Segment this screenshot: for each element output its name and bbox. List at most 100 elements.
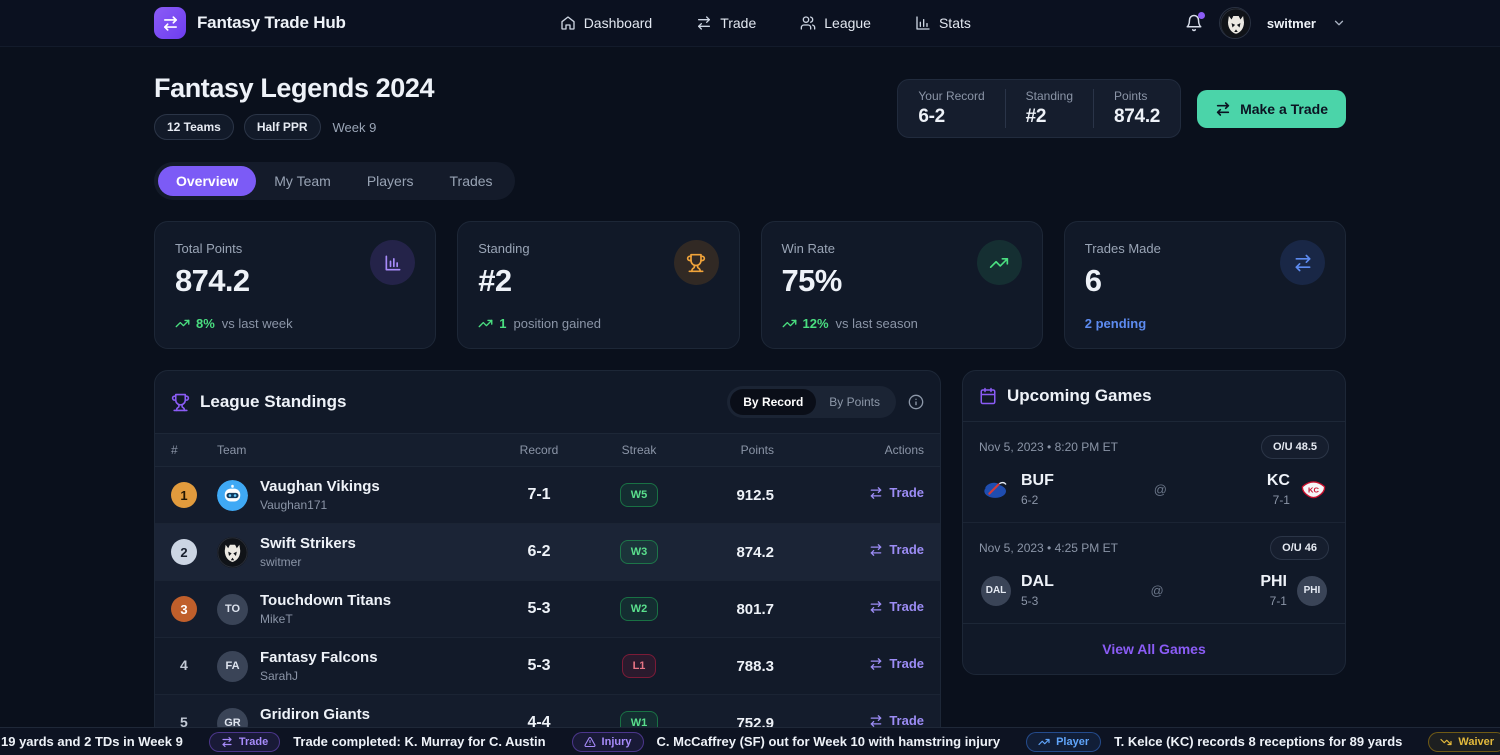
nav-item-dashboard[interactable]: Dashboard xyxy=(560,15,653,31)
trending-up-icon xyxy=(478,316,493,331)
game-buf-kc[interactable]: Nov 5, 2023 • 8:20 PM ET O/U 48.5 BUF 6-… xyxy=(963,422,1345,522)
nav-label: League xyxy=(824,15,871,31)
trend-value: 12% xyxy=(802,316,829,331)
pending-note[interactable]: 2 pending xyxy=(1084,316,1147,331)
trend-value: 8% xyxy=(196,316,215,331)
teams-badge: 12 Teams xyxy=(154,114,234,140)
info-icon[interactable] xyxy=(908,394,924,410)
home-team-record: 7-1 xyxy=(1272,493,1290,507)
trade-row-button[interactable]: Trade xyxy=(869,485,924,500)
home-team-abbr: PHI xyxy=(1260,573,1287,590)
upcoming-games-panel: Upcoming Games Nov 5, 2023 • 8:20 PM ET … xyxy=(962,370,1346,675)
trade-row-button[interactable]: Trade xyxy=(869,713,924,728)
tab-my-team[interactable]: My Team xyxy=(274,173,331,189)
ticker-item-injury: Injury C. McCaffrey (SF) out for Week 10… xyxy=(571,731,1000,752)
record-value: 6-2 xyxy=(527,543,551,560)
nav-label: Trade xyxy=(720,15,757,31)
record-value: 7-1 xyxy=(527,486,551,503)
ticker-badge-label: Injury xyxy=(601,735,632,748)
warning-triangle-icon xyxy=(584,736,596,748)
tab-players[interactable]: Players xyxy=(366,173,414,189)
chevron-down-icon[interactable] xyxy=(1332,16,1346,30)
swap-icon xyxy=(869,714,883,728)
col-actions: Actions xyxy=(884,443,924,457)
stat-card-total-points: Total Points 874.2 8% vs last week xyxy=(154,221,437,349)
trending-up-icon xyxy=(1038,736,1050,748)
notifications-bell-icon[interactable] xyxy=(1185,12,1205,32)
stat-label: Win Rate xyxy=(781,241,835,256)
tab-overview[interactable]: Overview xyxy=(158,166,257,196)
summary-value: #2 xyxy=(1025,106,1047,127)
view-tabs: Overview My Team Players Trades xyxy=(154,162,515,200)
summary-value: 6-2 xyxy=(918,106,945,127)
table-row-fantasy-falcons[interactable]: 4 FA Fantasy Falcons SarahJ 5-3 L1 788.3… xyxy=(155,638,940,695)
trending-up-icon xyxy=(175,316,190,331)
rank-number: 4 xyxy=(180,657,188,673)
toggle-by-record[interactable]: By Record xyxy=(730,389,817,415)
ticker-badge-label: Trade xyxy=(238,735,269,748)
away-team-abbr: BUF xyxy=(1021,472,1054,489)
trade-row-button[interactable]: Trade xyxy=(869,542,924,557)
summary-label: Standing xyxy=(1025,89,1074,103)
nav-label: Dashboard xyxy=(583,15,653,31)
over-under-badge: O/U 46 xyxy=(1270,536,1329,560)
points-value: 874.2 xyxy=(736,543,774,561)
away-team-abbr: DAL xyxy=(1021,573,1054,590)
news-ticker: 19 yards and 2 TDs in Week 9 Trade Trade… xyxy=(0,727,1500,755)
toggle-by-points[interactable]: By Points xyxy=(829,395,880,409)
trade-row-button[interactable]: Trade xyxy=(869,656,924,671)
game-dal-phi[interactable]: Nov 5, 2023 • 4:25 PM ET O/U 46 DAL DAL … xyxy=(963,522,1345,623)
stat-label: Trades Made xyxy=(1084,241,1161,256)
ticker-badge-label: Waiver xyxy=(1458,735,1495,748)
col-rank: # xyxy=(171,443,178,457)
nav-item-league[interactable]: League xyxy=(800,15,871,31)
users-icon xyxy=(800,15,816,31)
stat-label: Standing xyxy=(478,241,530,256)
trophy-icon xyxy=(171,393,190,412)
table-row-touchdown-titans[interactable]: 3 TO Touchdown Titans MikeT 5-3 W2 801.7… xyxy=(155,581,940,638)
streak-badge: W3 xyxy=(619,540,659,564)
username[interactable]: switmer xyxy=(1266,15,1316,31)
ticker-text: T. Kelce (KC) records 8 receptions for 8… xyxy=(1114,734,1403,749)
at-symbol: @ xyxy=(1150,583,1164,598)
stat-card-trades-made: Trades Made 6 2 pending xyxy=(1063,221,1346,349)
table-row-vaughan-vikings[interactable]: 1 Vaughan Vikings Vaughan171 7-1 W5 912.… xyxy=(155,467,940,524)
trend-value: 1 xyxy=(499,316,507,331)
record-value: 5-3 xyxy=(527,657,551,674)
trend-text: vs last week xyxy=(221,316,293,331)
trade-row-button[interactable]: Trade xyxy=(869,599,924,614)
col-streak: Streak xyxy=(621,443,657,457)
page-title: Fantasy Legends 2024 xyxy=(154,73,435,103)
bar-chart-icon xyxy=(370,240,416,285)
avatar: TO xyxy=(217,593,248,625)
user-avatar[interactable] xyxy=(1218,7,1251,39)
bills-logo xyxy=(981,479,1011,500)
view-all-games-link[interactable]: View All Games xyxy=(963,623,1345,674)
tab-trades[interactable]: Trades xyxy=(449,173,493,189)
trend-text: vs last season xyxy=(835,316,918,331)
app-title: Fantasy Trade Hub xyxy=(197,13,346,32)
avatar xyxy=(217,479,248,511)
eagles-logo: PHI xyxy=(1296,575,1327,606)
team-name: Fantasy Falcons xyxy=(260,649,378,666)
main-nav: Dashboard Trade League Stats xyxy=(346,15,1185,31)
team-name: Gridiron Giants xyxy=(260,706,371,723)
stat-value: 6 xyxy=(1084,263,1102,298)
record-value: 4-4 xyxy=(527,714,551,731)
streak-badge: W2 xyxy=(619,597,659,621)
calendar-icon xyxy=(979,387,997,405)
record-summary-card: Your Record 6-2 Standing #2 Points 874.2 xyxy=(897,79,1182,138)
table-row-swift-strikers[interactable]: 2 Swift Strikers switmer 6-2 W3 874.2 Tr… xyxy=(155,524,940,581)
nav-item-trade[interactable]: Trade xyxy=(696,15,756,31)
nav-item-stats[interactable]: Stats xyxy=(915,15,971,31)
avatar: FA xyxy=(217,650,248,682)
streak-badge: W5 xyxy=(619,483,659,507)
game-date: Nov 5, 2023 • 4:25 PM ET xyxy=(979,541,1118,555)
swap-icon xyxy=(1280,240,1325,285)
app-logo-swap-icon xyxy=(154,7,186,39)
make-a-trade-button[interactable]: Make a Trade xyxy=(1197,89,1346,128)
summary-label: Your Record xyxy=(918,89,985,103)
away-team-record: 5-3 xyxy=(1021,594,1039,608)
ticker-item: 19 yards and 2 TDs in Week 9 xyxy=(1,734,183,749)
standings-title: League Standings xyxy=(200,392,347,411)
